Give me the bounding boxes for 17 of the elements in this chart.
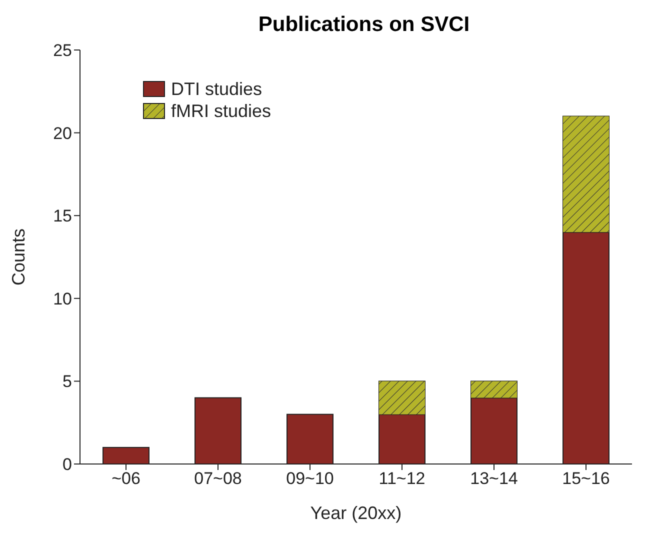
x-tick-label: 07~08 xyxy=(194,469,242,488)
y-axis-title: Counts xyxy=(8,228,28,286)
y-tick-label: 20 xyxy=(53,124,72,143)
y-tick-label: 15 xyxy=(53,206,72,226)
x-axis-title: Year (20xx) xyxy=(310,502,402,523)
x-tick-label: ~06 xyxy=(112,469,140,488)
y-tick-label: 10 xyxy=(53,289,72,308)
legend-label: DTI studies xyxy=(171,78,262,100)
legend-label: fMRI studies xyxy=(171,100,272,122)
x-tick-label: 15~16 xyxy=(562,469,610,488)
x-tick-label: 11~12 xyxy=(378,469,426,488)
chart-title: Publications on SVCI xyxy=(257,12,471,38)
x-tick-label: 13~14 xyxy=(470,469,518,488)
y-tick-label: 5 xyxy=(62,372,72,392)
y-tick-label: 25 xyxy=(53,41,72,60)
x-tick-label: 09~10 xyxy=(286,469,334,488)
y-tick-label: 0 xyxy=(62,455,72,474)
